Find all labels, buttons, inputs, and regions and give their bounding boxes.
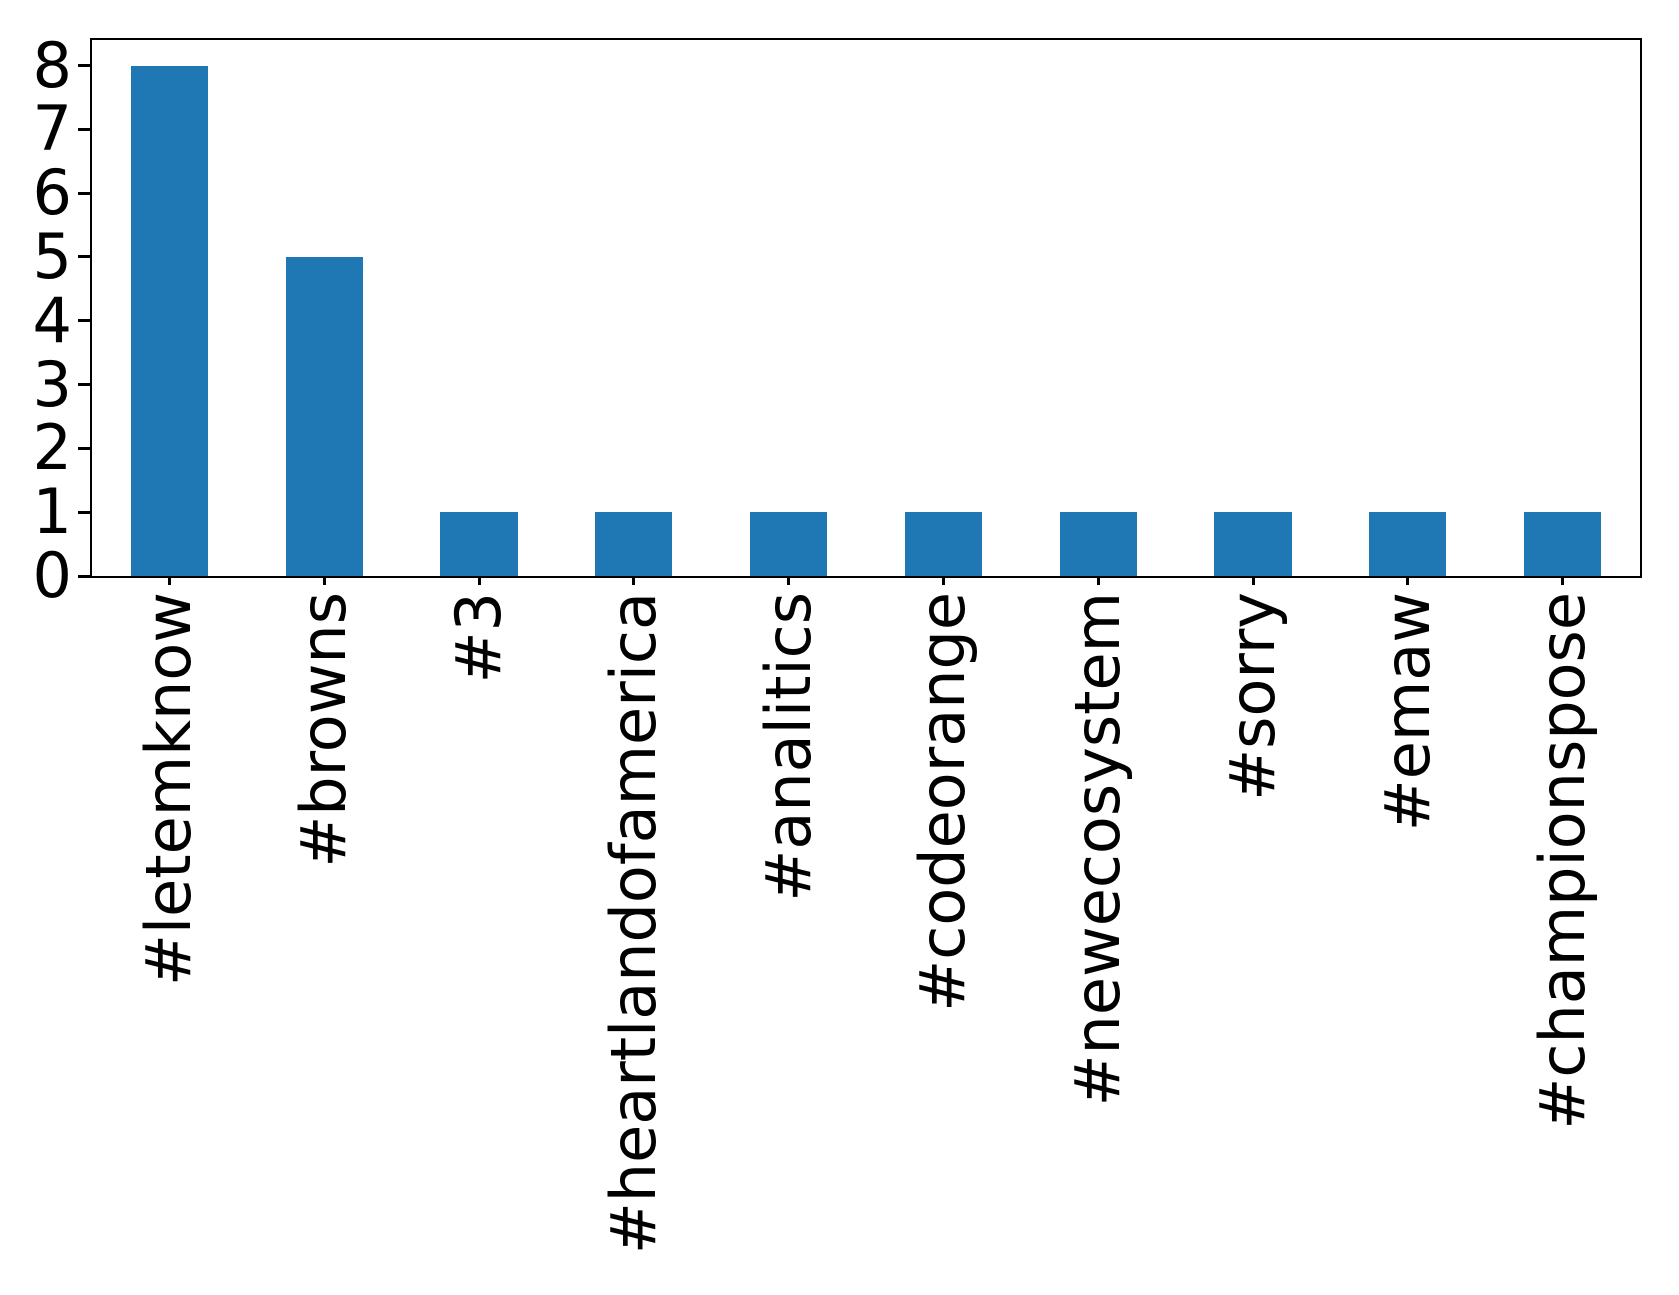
y-tick-label: 7 xyxy=(32,92,72,166)
x-tick-label: #analitics xyxy=(751,592,825,902)
x-tick-mark xyxy=(632,576,636,585)
x-tick-label: #3 xyxy=(442,592,515,684)
y-tick-label: 5 xyxy=(32,219,72,293)
x-tick-label: #newecosystem xyxy=(1061,592,1135,1107)
y-tick-label: 0 xyxy=(32,539,72,612)
y-tick-mark xyxy=(78,446,90,450)
y-tick-label: 3 xyxy=(32,347,72,421)
x-tick-label: #letemknow xyxy=(132,592,206,987)
x-tick-mark xyxy=(322,576,326,585)
y-tick-label: 1 xyxy=(32,475,72,549)
y-tick-mark xyxy=(78,319,90,323)
bar xyxy=(1059,512,1137,576)
bar xyxy=(1214,512,1292,576)
y-tick-mark xyxy=(78,64,90,68)
x-tick-mark xyxy=(1406,576,1410,585)
y-tick-mark xyxy=(78,574,90,578)
x-tick-mark xyxy=(167,576,171,585)
y-tick-label: 4 xyxy=(32,283,72,357)
x-axis-labels: #letemknow #browns #3 #heartlandofamerica #a… xyxy=(92,592,1640,1295)
x-tick-mark xyxy=(477,576,481,585)
x-tick-mark xyxy=(941,576,945,585)
y-tick-label: 2 xyxy=(32,411,72,485)
bar xyxy=(130,65,209,576)
x-tick-mark xyxy=(1561,576,1565,585)
y-tick-mark xyxy=(78,510,90,514)
bar xyxy=(595,512,673,576)
x-tick-label: #codeorange xyxy=(906,592,980,1012)
bar xyxy=(1523,512,1602,576)
y-tick-mark xyxy=(78,127,90,131)
x-tick-label: #championspose xyxy=(1525,592,1599,1130)
x-tick-label: #sorry xyxy=(1216,592,1289,801)
bar xyxy=(285,256,363,576)
x-tick-label: #emaw xyxy=(1370,592,1444,832)
bar xyxy=(1369,512,1447,576)
bar xyxy=(749,512,828,576)
y-tick-mark xyxy=(78,255,90,259)
x-tick-label: #heartlandofamerica xyxy=(596,592,670,1255)
y-tick-mark xyxy=(78,191,90,195)
x-tick-mark xyxy=(787,576,791,585)
y-tick-label: 6 xyxy=(32,156,72,230)
x-tick-mark xyxy=(1096,576,1100,585)
y-tick-mark xyxy=(78,383,90,387)
y-tick-label: 8 xyxy=(32,28,72,102)
x-tick-label: #browns xyxy=(287,592,361,868)
bar xyxy=(904,512,983,576)
x-tick-mark xyxy=(1251,576,1255,585)
bar xyxy=(440,512,518,576)
